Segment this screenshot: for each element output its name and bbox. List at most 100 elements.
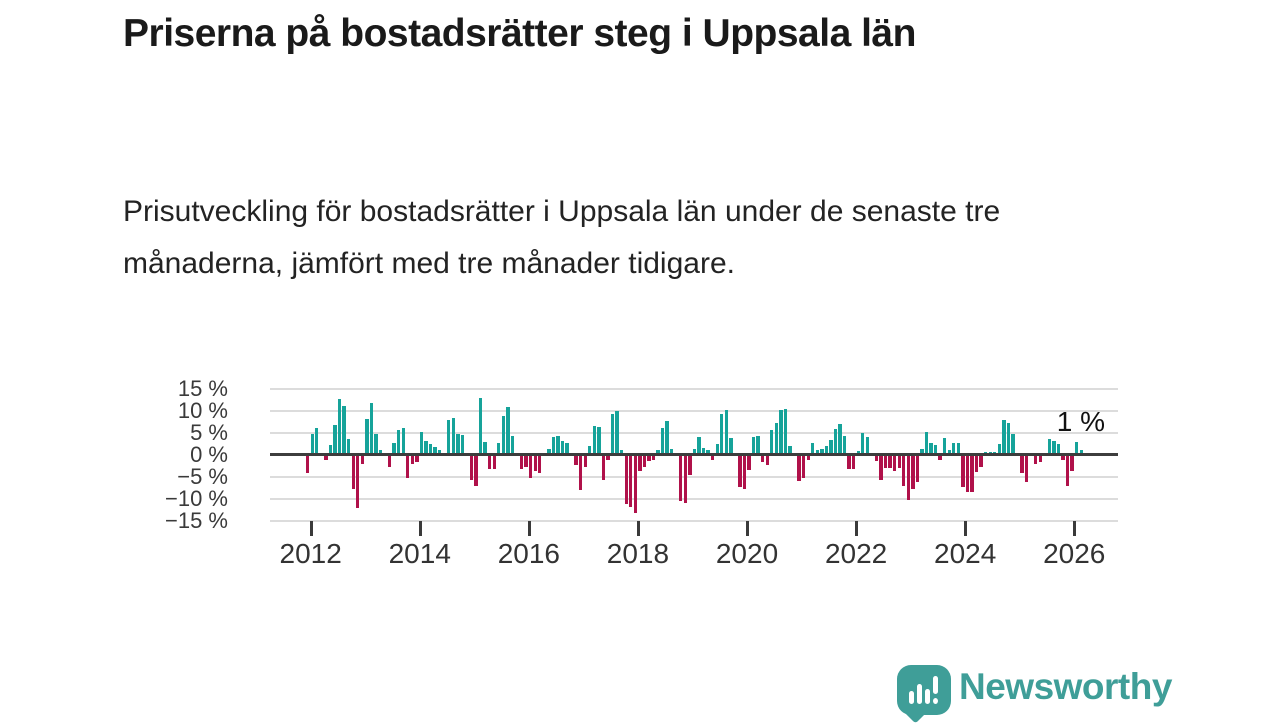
y-axis-label: −10 % [165, 486, 228, 511]
bar-positive [392, 443, 396, 454]
bar-positive [779, 410, 783, 454]
x-axis-tick [746, 521, 750, 536]
bar-negative [874, 455, 879, 461]
bar-negative [797, 455, 801, 482]
bar-positive [842, 436, 847, 454]
bar-positive [310, 434, 314, 454]
bar-positive [811, 443, 815, 454]
bar-positive [929, 443, 933, 454]
bar-negative [469, 455, 474, 480]
bar-positive [342, 405, 346, 454]
bar-positive [997, 444, 1001, 454]
bar-negative [911, 455, 915, 489]
bar-positive [610, 414, 615, 454]
bar-positive [788, 446, 792, 454]
gridline [270, 432, 1118, 434]
y-axis-label: 10 % [177, 398, 228, 423]
bar-negative [1034, 455, 1038, 465]
bar-negative [415, 455, 419, 463]
bar-positive [1074, 441, 1079, 454]
bar-negative [579, 455, 583, 490]
logo-bar-icon [909, 691, 914, 704]
x-axis-tick [1073, 521, 1077, 536]
logo-exclamation-icon [933, 676, 938, 694]
bar-negative [624, 455, 628, 504]
x-axis-tick [309, 521, 313, 536]
bar-positive [720, 414, 724, 454]
latest-value-annotation: 1 % [1056, 406, 1105, 437]
bar-positive [401, 427, 405, 454]
bar-positive [920, 448, 924, 454]
bar-negative [965, 455, 970, 492]
chart-plot-area: 1 % 2012 2014 2016 2018 2020 2022 2024 2026 [270, 386, 1120, 616]
bar-negative [761, 455, 765, 462]
bar-negative [306, 455, 310, 474]
bar-positive [551, 437, 556, 454]
logo-bubble-shape [897, 665, 951, 715]
bar-positive [374, 434, 378, 454]
bar-positive [1002, 419, 1006, 454]
bar-positive [697, 437, 701, 454]
x-axis-label: 2024 [934, 538, 997, 569]
bar-positive [592, 425, 597, 454]
logo-exclamation-dot [933, 698, 938, 704]
bar-negative [474, 455, 478, 487]
bar-positive [419, 432, 424, 454]
bar-negative [688, 455, 692, 475]
bar-negative [888, 455, 892, 468]
x-axis-label: 2026 [1043, 538, 1106, 569]
bar-negative [710, 455, 715, 460]
bar-positive [315, 427, 319, 454]
bar-negative [533, 455, 537, 472]
bar-positive [483, 441, 487, 454]
zero-line [270, 453, 1118, 456]
bar-positive [437, 449, 442, 454]
logo-bar-icon [925, 689, 930, 704]
bar-positive [615, 410, 619, 454]
bar-negative [852, 455, 856, 469]
y-axis-label: 0 % [190, 442, 228, 467]
bar-negative [974, 455, 979, 473]
bar-positive [756, 436, 760, 454]
bar-positive [1006, 423, 1011, 454]
bar-negative [488, 455, 492, 469]
bar-negative [633, 455, 637, 513]
bar-negative [806, 455, 810, 460]
bar-positive [456, 433, 460, 454]
bar-negative [879, 455, 883, 481]
bar-positive [947, 450, 951, 454]
bar-negative [356, 455, 360, 509]
bar-positive [701, 447, 706, 454]
logo-text: Newsworthy [959, 666, 1172, 707]
logo-bar-icon [917, 684, 922, 704]
bar-negative [324, 455, 328, 460]
x-axis-label: 2014 [388, 538, 451, 569]
x-axis-tick [636, 521, 640, 536]
bar-positive [838, 424, 842, 454]
bar-positive [424, 440, 428, 454]
bar-positive [665, 420, 669, 454]
bar-positive [510, 436, 515, 454]
bar-negative [410, 455, 415, 465]
bar-positive [447, 419, 451, 454]
bar-negative [538, 455, 542, 474]
bar-positive [692, 448, 697, 454]
bar-negative [642, 455, 647, 467]
bar-negative [519, 455, 524, 469]
bar-positive [729, 438, 733, 454]
bar-positive [670, 448, 674, 454]
bar-positive [993, 451, 997, 454]
page-subtitle: Prisutveckling för bostadsrätter i Uppsa… [123, 195, 1001, 280]
x-axis-label: 2018 [606, 538, 670, 569]
bar-positive [619, 449, 624, 454]
x-axis-label: 2020 [715, 538, 779, 569]
gridline [270, 520, 1118, 522]
bar-positive [660, 427, 665, 454]
bar-positive [506, 406, 510, 454]
bar-positive [706, 450, 710, 454]
bar-positive [460, 434, 465, 454]
bar-negative [528, 455, 533, 479]
bar-negative [406, 455, 410, 478]
bar-positive [560, 440, 565, 454]
bar-positive [952, 443, 956, 454]
